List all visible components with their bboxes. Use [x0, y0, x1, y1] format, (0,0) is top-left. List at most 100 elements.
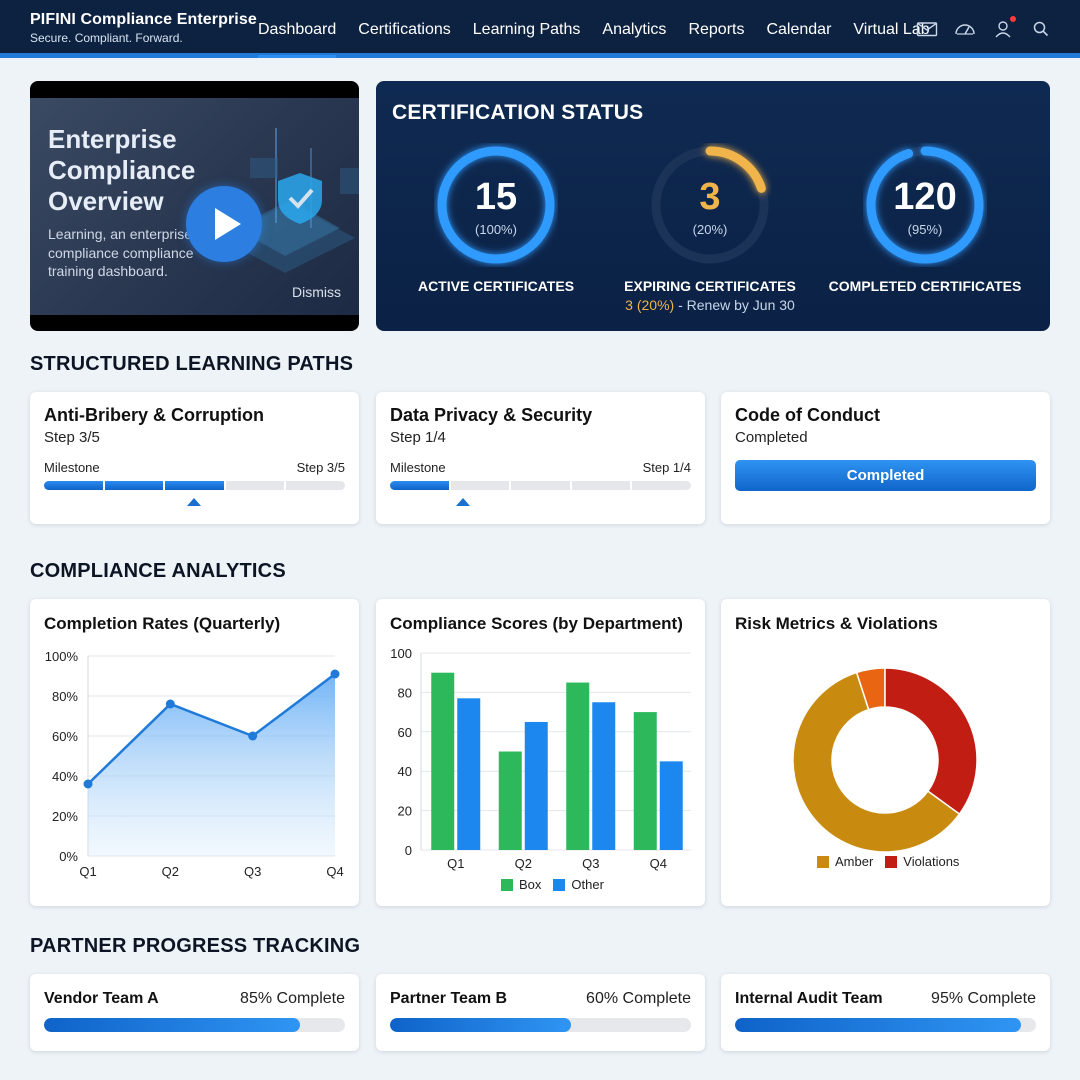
x-tick-label: Q1	[79, 864, 96, 879]
learning-path-card[interactable]: Data Privacy & Security Step 1/4 Milesto…	[376, 392, 705, 524]
milestone-segment	[44, 481, 103, 490]
milestone-segment	[286, 481, 345, 490]
partner-name: Partner Team B	[390, 990, 508, 1007]
nav-learning-paths[interactable]: Learning Paths	[472, 21, 581, 38]
milestone-progress	[44, 481, 345, 490]
top-navigation-bar: PIFINI Compliance Enterprise Secure. Com…	[0, 0, 1080, 58]
y-tick-label: 100	[390, 646, 412, 661]
mail-icon[interactable]	[916, 19, 938, 39]
learning-path-title: Anti-Bribery & Corruption	[44, 405, 264, 425]
risk-donut-chart[interactable]	[721, 599, 1050, 906]
certification-status-heading: CERTIFICATION STATUS	[392, 101, 644, 124]
milestone-progress	[390, 481, 691, 490]
compliance-scores-chart[interactable]: 0 20 40 60 80 100 Q1 Q2 Q3 Q4	[376, 599, 705, 906]
bar-other[interactable]	[659, 761, 683, 850]
nav-reports[interactable]: Reports	[688, 21, 745, 38]
step-label: Step 3/5	[296, 460, 345, 475]
video-player[interactable]: Enterprise Compliance Overview Learning,…	[30, 98, 359, 315]
bar-other[interactable]	[457, 698, 481, 850]
partner-progress-card[interactable]: Internal Audit Team 95% Complete	[721, 974, 1050, 1051]
ring-value: 3	[699, 176, 721, 218]
chart-legend: Amber Violations	[817, 854, 959, 869]
data-point[interactable]	[330, 669, 340, 679]
bar-box[interactable]	[498, 751, 522, 851]
chart-legend: Box Other	[501, 877, 604, 892]
brand[interactable]: PIFINI Compliance Enterprise Secure. Com…	[30, 11, 257, 45]
partner-progress-card[interactable]: Partner Team B 60% Complete	[376, 974, 705, 1051]
nav-calendar[interactable]: Calendar	[766, 21, 832, 38]
x-tick-label: Q3	[244, 864, 261, 879]
y-tick-label: 40%	[52, 769, 78, 784]
completed-button[interactable]: Completed	[735, 460, 1036, 491]
expiring-certificates-ring[interactable]: 3 (20%)	[648, 143, 772, 267]
completion-rates-chart-card: Completion Rates (Quarterly) 0% 20% 40% 60%…	[30, 599, 359, 906]
partner-progress-card[interactable]: Vendor Team A 85% Complete	[30, 974, 359, 1051]
learning-path-card[interactable]: Anti-Bribery & Corruption Step 3/5 Miles…	[30, 392, 359, 524]
donut-slice[interactable]	[792, 671, 961, 853]
chart-title: Completion Rates (Quarterly)	[44, 614, 281, 633]
bar-box[interactable]	[566, 682, 590, 850]
risk-metrics-chart-card: Risk Metrics & Violations Amber Violatio…	[721, 599, 1050, 906]
bar-other[interactable]	[592, 702, 616, 850]
partner-progress-heading: PARTNER PROGRESS TRACKING	[30, 935, 361, 957]
y-tick-label: 20%	[52, 809, 78, 824]
data-point[interactable]	[165, 699, 175, 709]
completion-rates-chart[interactable]: 0% 20% 40% 60% 80% 100% Q1 Q2 Q3 Q4	[30, 599, 359, 906]
expiring-subtext: 3 (20%) - Renew by Jun 30	[600, 297, 820, 313]
milestone-segment	[511, 481, 570, 490]
ring-percent: (95%)	[907, 222, 943, 237]
video-title: Enterprise Compliance Overview	[48, 124, 196, 216]
x-tick-label: Q4	[326, 864, 343, 879]
data-point[interactable]	[83, 779, 93, 789]
completed-certificates-ring[interactable]: 120 (95%)	[863, 143, 987, 267]
nav-virtual-lab[interactable]: Virtual Lab	[853, 21, 930, 38]
x-tick-label: Q3	[582, 856, 599, 871]
search-icon[interactable]	[1030, 19, 1052, 39]
legend-label: Other	[571, 877, 604, 892]
partner-name: Internal Audit Team	[735, 990, 883, 1007]
brand-tagline: Secure. Compliant. Forward.	[30, 31, 183, 45]
y-tick-label: 20	[398, 804, 412, 819]
compliance-analytics-heading: COMPLIANCE ANALYTICS	[30, 560, 286, 582]
ring-value: 120	[893, 176, 957, 218]
dashboard-gauge-icon[interactable]	[954, 19, 976, 39]
ring-percent: (20%)	[692, 222, 728, 237]
bar-box[interactable]	[633, 712, 657, 850]
dismiss-button[interactable]: Dismiss	[292, 284, 341, 300]
step-label: Step 1/4	[642, 460, 691, 475]
play-button[interactable]	[186, 186, 262, 262]
ring-label: ACTIVE CERTIFICATES	[417, 278, 575, 294]
legend-swatch	[553, 878, 566, 891]
y-tick-label: 80	[398, 685, 412, 700]
partner-status: 85% Complete	[240, 990, 345, 1007]
y-tick-label: 40	[398, 764, 412, 779]
learning-path-title: Code of Conduct	[735, 405, 880, 425]
area-fill	[88, 674, 335, 856]
current-step-marker	[187, 498, 201, 506]
donut-slice[interactable]	[884, 667, 978, 816]
data-point[interactable]	[248, 731, 258, 741]
y-tick-label: 0%	[59, 849, 78, 864]
milestone-segment	[165, 481, 224, 490]
learning-path-card[interactable]: Code of Conduct Completed Completed	[721, 392, 1050, 524]
nav-dashboard[interactable]: Dashboard	[258, 0, 337, 58]
main-nav: Dashboard Certifications Learning Paths …	[258, 0, 952, 58]
learning-path-title: Data Privacy & Security	[390, 405, 593, 425]
user-icon[interactable]	[992, 16, 1016, 39]
ring-arc	[437, 146, 555, 264]
nav-certifications[interactable]: Certifications	[358, 21, 451, 38]
y-tick-label: 80%	[52, 689, 78, 704]
active-certificates-ring[interactable]: 15 (100%)	[434, 143, 558, 267]
bar-box[interactable]	[431, 672, 455, 850]
legend-swatch	[817, 855, 829, 868]
learning-path-status: Step 3/5	[44, 429, 100, 446]
x-tick-label: Q2	[162, 864, 179, 879]
y-tick-label: 60	[398, 725, 412, 740]
nav-analytics[interactable]: Analytics	[602, 21, 667, 38]
legend-label: Box	[519, 877, 542, 892]
ring-label: COMPLETED CERTIFICATES	[828, 278, 1022, 294]
progress-fill	[735, 1018, 1021, 1032]
ring-percent: (100%)	[475, 222, 517, 237]
bar-other[interactable]	[524, 721, 548, 850]
partner-progress-bar	[390, 1018, 691, 1032]
